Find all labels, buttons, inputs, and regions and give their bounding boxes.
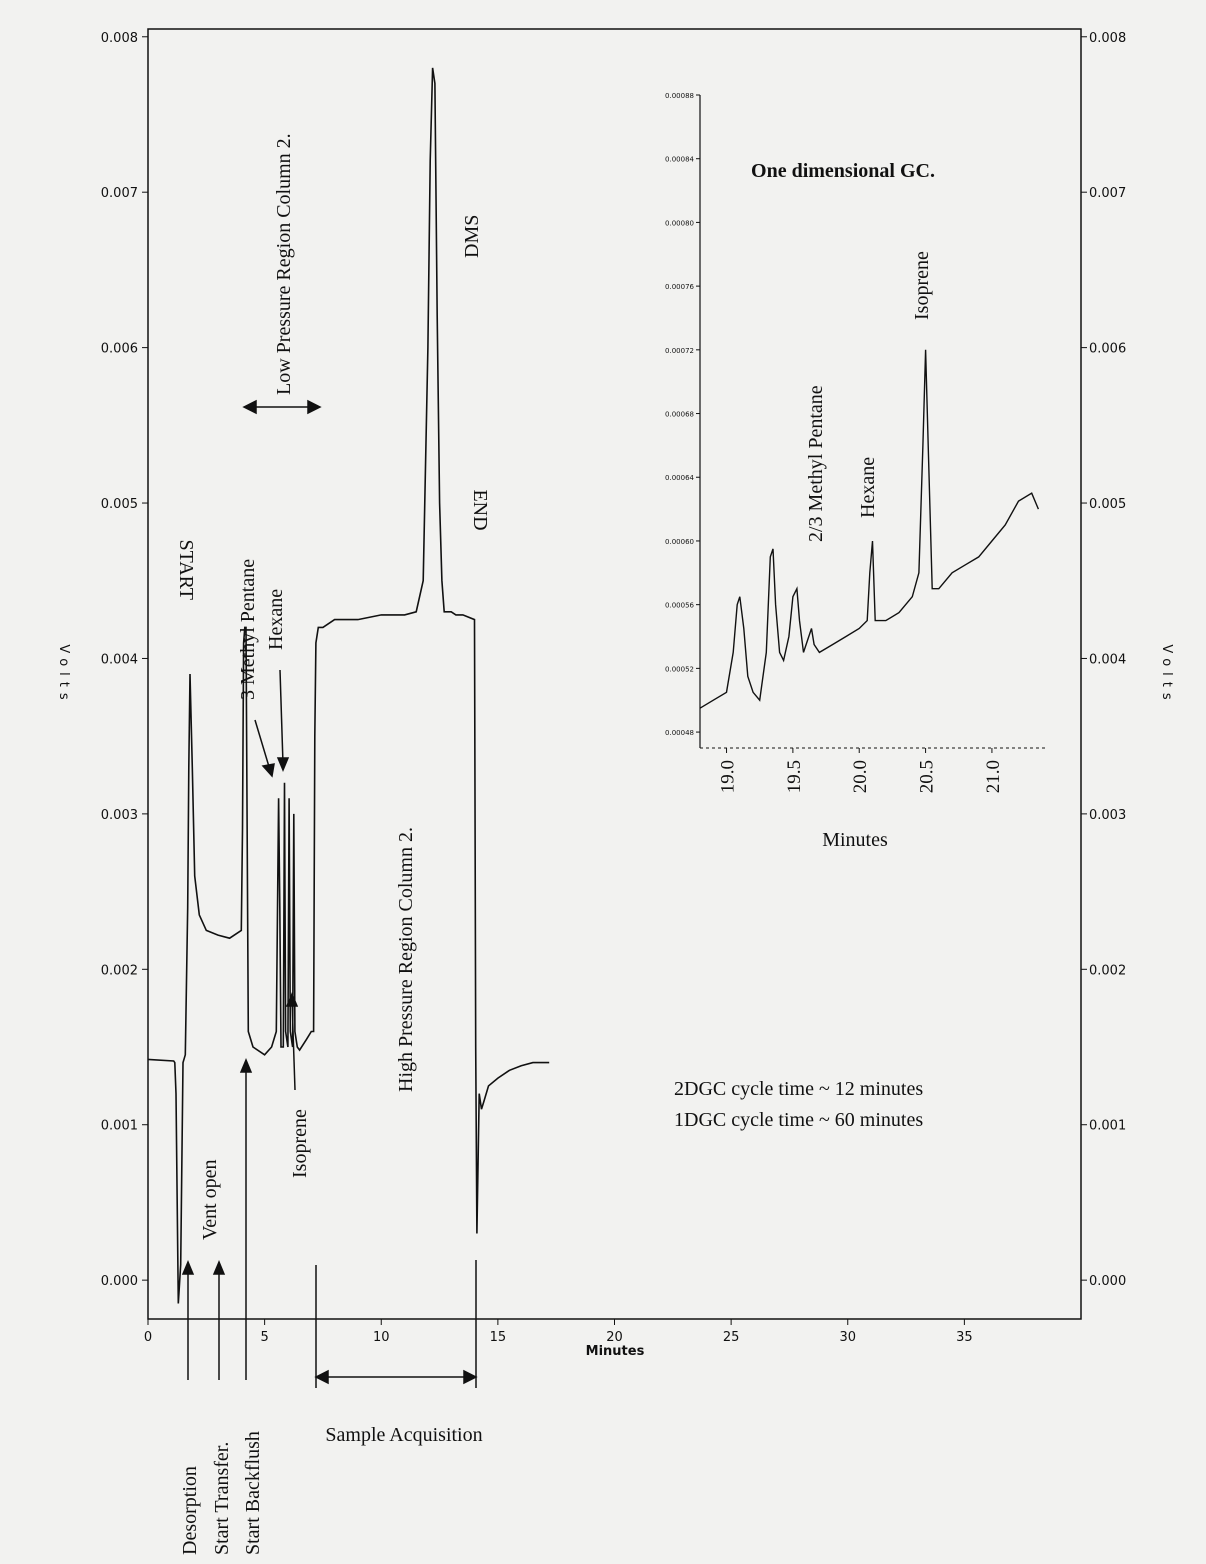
isoprene-pointer xyxy=(291,999,296,1091)
annotation-isoprene: Isoprene xyxy=(289,1109,311,1178)
arrowhead-methyl-pentane xyxy=(261,763,275,778)
main-chromatogram-line xyxy=(147,67,550,1304)
inset-y-tick-label: 0.00068 xyxy=(665,411,694,419)
inset-y-tick-label: 0.00048 xyxy=(665,729,694,737)
inset-chromatogram-line xyxy=(699,349,1040,709)
main-y-tick-label-left: 0.001 xyxy=(101,1119,138,1134)
inset-x-tick-label: 19.0 xyxy=(718,760,739,793)
main-y-tick-label-right: 0.004 xyxy=(1089,652,1126,667)
inset-axis-ticks: 0.00048 0.00052 0.00056 0.00060 0.00064 0.000… xyxy=(665,92,1004,793)
annotation-low-pressure-region: Low Pressure Region Column 2. xyxy=(273,133,295,395)
inset-chart: 0.00048 0.00052 0.00056 0.00060 0.00064 0.000… xyxy=(665,92,1045,793)
inset-title: One dimensional GC. xyxy=(751,160,935,182)
arrowhead-start-transfer xyxy=(212,1260,226,1275)
main-x-tick-label: 10 xyxy=(373,1330,390,1345)
arrowhead-hexane xyxy=(276,757,290,772)
main-y-tick-label-left: 0.000 xyxy=(101,1274,138,1289)
inset-annotation-hexane: Hexane xyxy=(857,457,879,518)
main-y-tick-label-left: 0.004 xyxy=(101,652,138,667)
annotation-end: END xyxy=(469,489,491,530)
inset-x-tick-label: 20.0 xyxy=(850,760,871,793)
arrowhead-acquisition-left xyxy=(314,1369,329,1385)
inset-y-tick-label: 0.00088 xyxy=(665,92,694,100)
inset-y-tick-label: 0.00080 xyxy=(665,219,694,227)
inset-x-tick-label: 20.5 xyxy=(917,760,938,793)
main-y-tick-label-right: 0.003 xyxy=(1089,808,1126,823)
main-y-tick-label-left: 0.007 xyxy=(101,186,138,201)
main-y-tick-label-left: 0.005 xyxy=(101,497,138,512)
main-y-axis-label-left: Volts xyxy=(56,644,71,705)
inset-y-tick-label: 0.00076 xyxy=(665,283,694,291)
annotation-hexane: Hexane xyxy=(265,589,287,650)
main-x-tick-label: 25 xyxy=(723,1330,740,1345)
main-x-axis-label: Minutes xyxy=(586,1344,645,1359)
inset-y-tick-label: 0.00072 xyxy=(665,347,694,355)
arrowhead-desorption xyxy=(181,1260,195,1275)
inset-y-tick-label: 0.00084 xyxy=(665,156,694,164)
annotation-desorption: Desorption xyxy=(179,1466,201,1555)
inset-y-tick-label: 0.00060 xyxy=(665,538,694,546)
main-y-tick-label-right: 0.007 xyxy=(1089,186,1126,201)
main-y-axis-label-right: Volts xyxy=(1159,644,1174,705)
annotation-1dgc-cycle-time: 1DGC cycle time ~ 60 minutes xyxy=(674,1109,923,1131)
inset-x-tick-label: 19.5 xyxy=(784,760,805,793)
main-x-tick-label: 15 xyxy=(490,1330,507,1345)
annotation-start: START xyxy=(175,539,197,600)
annotation-3-methyl-pentane: 3 Methyl Pentane xyxy=(237,559,259,700)
main-y-tick-label-right: 0.001 xyxy=(1089,1119,1126,1134)
main-y-tick-label-left: 0.006 xyxy=(101,342,138,357)
main-x-tick-label: 20 xyxy=(606,1330,623,1345)
main-x-tick-label: 0 xyxy=(144,1330,152,1345)
main-y-tick-label-right: 0.000 xyxy=(1089,1274,1126,1289)
annotation-start-backflush: Start Backflush xyxy=(242,1431,264,1555)
annotation-start-transfer: Start Transfer. xyxy=(211,1442,233,1555)
arrowhead-acquisition-right xyxy=(463,1369,478,1385)
annotation-arrows xyxy=(181,399,478,1388)
main-y-tick-label-right: 0.005 xyxy=(1089,497,1126,512)
inset-annotation-isoprene: Isoprene xyxy=(911,251,933,320)
annotation-high-pressure-region: High Pressure Region Column 2. xyxy=(395,827,417,1092)
main-y-tick-label-left: 0.002 xyxy=(101,963,138,978)
main-x-tick-label: 35 xyxy=(956,1330,973,1345)
annotation-sample-acquisition: Sample Acquisition xyxy=(325,1424,482,1446)
arrowhead-isoprene xyxy=(285,992,299,1007)
arrowhead-start-backflush xyxy=(239,1058,253,1073)
main-y-tick-label-left: 0.008 xyxy=(101,31,138,46)
main-x-tick-label: 5 xyxy=(260,1330,268,1345)
hexane-pointer xyxy=(279,669,284,765)
arrowhead-right xyxy=(307,399,322,415)
main-y-tick-label-right: 0.006 xyxy=(1089,342,1126,357)
main-y-tick-label-right: 0.008 xyxy=(1089,31,1126,46)
inset-x-tick-label: 21.0 xyxy=(983,760,1004,793)
annotation-vent-open: Vent open xyxy=(199,1159,221,1240)
inset-x-axis-label: Minutes xyxy=(822,829,888,851)
arrowhead-left xyxy=(242,399,257,415)
annotation-2dgc-cycle-time: 2DGC cycle time ~ 12 minutes xyxy=(674,1078,923,1100)
main-axis-ticks: 0 5 10 15 20 25 30 35 0.000 0.000 0.001 0.001 0.002 0… xyxy=(101,31,1126,1345)
methyl-pentane-pointer xyxy=(254,719,271,771)
annotation-dms: DMS xyxy=(461,215,483,258)
inset-y-tick-label: 0.00052 xyxy=(665,665,694,673)
inset-y-tick-label: 0.00064 xyxy=(665,474,694,482)
main-x-tick-label: 30 xyxy=(839,1330,856,1345)
main-y-tick-label-left: 0.003 xyxy=(101,808,138,823)
main-y-tick-label-right: 0.002 xyxy=(1089,963,1126,978)
inset-y-tick-label: 0.00056 xyxy=(665,602,694,610)
inset-annotation-methyl-pentane: 2/3 Methyl Pentane xyxy=(805,385,827,542)
